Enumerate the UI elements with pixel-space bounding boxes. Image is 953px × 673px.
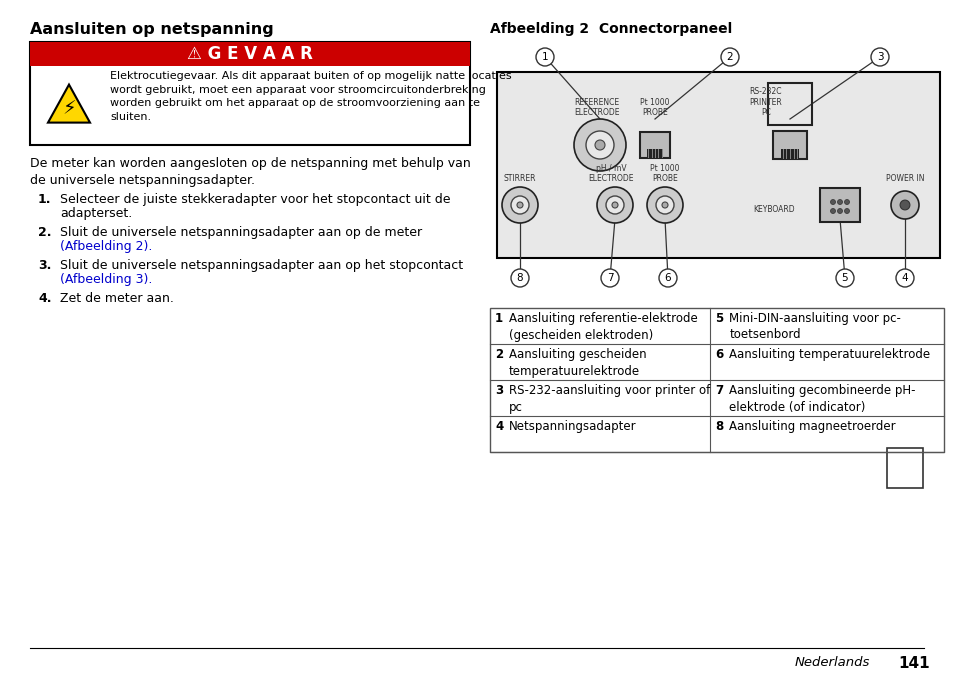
Circle shape: [659, 269, 677, 287]
Text: 1.: 1.: [38, 193, 51, 206]
Circle shape: [511, 196, 529, 214]
Text: Zet de meter aan.: Zet de meter aan.: [60, 292, 173, 305]
Text: 2: 2: [726, 52, 733, 62]
Circle shape: [517, 202, 522, 208]
Text: 4.: 4.: [38, 292, 51, 305]
Circle shape: [830, 199, 835, 205]
Bar: [30, 42, 470, 66]
Text: Netspanningsadapter: Netspanningsadapter: [509, 420, 636, 433]
Bar: [30, 42, 470, 145]
Circle shape: [843, 209, 848, 213]
Text: 5: 5: [715, 312, 722, 325]
Circle shape: [837, 209, 841, 213]
Circle shape: [585, 131, 614, 159]
Text: Sluit de universele netspanningsadapter aan op het stopcontact: Sluit de universele netspanningsadapter …: [60, 259, 462, 272]
Circle shape: [600, 269, 618, 287]
Text: Pt 1000
PROBE: Pt 1000 PROBE: [639, 98, 669, 117]
Text: 3: 3: [495, 384, 502, 397]
Text: 1: 1: [541, 52, 548, 62]
Bar: [767, 83, 811, 125]
Text: 3: 3: [876, 52, 882, 62]
Bar: [497, 72, 939, 258]
Bar: [886, 448, 923, 488]
Bar: [490, 308, 943, 452]
Text: Selecteer de juiste stekkeradapter voor het stopcontact uit de: Selecteer de juiste stekkeradapter voor …: [60, 193, 450, 206]
Bar: [646, 149, 662, 158]
Circle shape: [612, 202, 618, 208]
Circle shape: [656, 196, 673, 214]
Circle shape: [870, 48, 888, 66]
Circle shape: [536, 48, 554, 66]
Text: 7: 7: [715, 384, 722, 397]
Circle shape: [900, 200, 909, 210]
Text: Mini-DIN-aansluiting voor pc-
toetsenbord: Mini-DIN-aansluiting voor pc- toetsenbor…: [728, 312, 901, 341]
Text: Aansluiting temperatuurelektrode: Aansluiting temperatuurelektrode: [728, 348, 929, 361]
Text: 8: 8: [517, 273, 523, 283]
Circle shape: [835, 269, 853, 287]
Circle shape: [501, 187, 537, 223]
Text: REFERENCE
ELECTRODE: REFERENCE ELECTRODE: [574, 98, 619, 117]
Circle shape: [830, 209, 835, 213]
Text: adapterset.: adapterset.: [60, 207, 132, 220]
Circle shape: [646, 187, 682, 223]
Bar: [639, 132, 669, 158]
Text: Aansluiting gescheiden
temperatuurelektrode: Aansluiting gescheiden temperatuurelektr…: [509, 348, 646, 378]
Circle shape: [843, 199, 848, 205]
Polygon shape: [48, 85, 90, 122]
Text: Elektrocutiegevaar. Als dit apparaat buiten of op mogelijk natte locaties
wordt : Elektrocutiegevaar. Als dit apparaat bui…: [110, 71, 511, 122]
Text: RS-232-aansluiting voor printer of
pc: RS-232-aansluiting voor printer of pc: [509, 384, 709, 413]
Text: 4: 4: [901, 273, 907, 283]
Text: STIRRER: STIRRER: [503, 174, 536, 183]
Text: 1: 1: [495, 312, 502, 325]
Text: pH / mV
ELECTRODE: pH / mV ELECTRODE: [588, 164, 633, 183]
Text: 6: 6: [664, 273, 671, 283]
Circle shape: [605, 196, 623, 214]
Circle shape: [595, 140, 604, 150]
Text: 6: 6: [715, 348, 722, 361]
Text: ⚡: ⚡: [62, 99, 76, 118]
Text: ⚠ G E V A A R: ⚠ G E V A A R: [187, 45, 313, 63]
Bar: [780, 149, 799, 159]
Text: Aansluiting referentie-elektrode
(gescheiden elektroden): Aansluiting referentie-elektrode (gesche…: [509, 312, 697, 341]
Text: Aansluiting magneetroerder: Aansluiting magneetroerder: [728, 420, 895, 433]
Text: Aansluiting gecombineerde pH-
elektrode (of indicator): Aansluiting gecombineerde pH- elektrode …: [728, 384, 915, 413]
Circle shape: [574, 119, 625, 171]
Text: (Afbeelding 3).: (Afbeelding 3).: [60, 273, 152, 286]
Circle shape: [511, 269, 529, 287]
Text: Afbeelding 2  Connectorpaneel: Afbeelding 2 Connectorpaneel: [490, 22, 732, 36]
Circle shape: [837, 199, 841, 205]
Circle shape: [661, 202, 667, 208]
Text: 4: 4: [495, 420, 503, 433]
Circle shape: [895, 269, 913, 287]
Text: POWER IN: POWER IN: [884, 174, 923, 183]
Text: 3.: 3.: [38, 259, 51, 272]
Text: Aansluiten op netspanning: Aansluiten op netspanning: [30, 22, 274, 37]
Text: 5: 5: [841, 273, 847, 283]
Text: (Afbeelding 2).: (Afbeelding 2).: [60, 240, 152, 253]
Text: 2: 2: [495, 348, 502, 361]
Text: Nederlands: Nederlands: [794, 656, 869, 669]
Text: De meter kan worden aangesloten op de netspanning met behulp van
de universele n: De meter kan worden aangesloten op de ne…: [30, 157, 470, 187]
Text: 8: 8: [715, 420, 722, 433]
Circle shape: [890, 191, 918, 219]
Text: Sluit de universele netspanningsadapter aan op de meter: Sluit de universele netspanningsadapter …: [60, 226, 421, 239]
Text: 2.: 2.: [38, 226, 51, 239]
Text: 141: 141: [898, 656, 929, 671]
Text: RS-232C
PRINTER
PC: RS-232C PRINTER PC: [749, 87, 781, 117]
Circle shape: [720, 48, 739, 66]
Text: KEYBOARD: KEYBOARD: [753, 205, 794, 215]
Text: Pt 1000
PROBE: Pt 1000 PROBE: [650, 164, 679, 183]
Circle shape: [597, 187, 633, 223]
Text: 7: 7: [606, 273, 613, 283]
Bar: [772, 131, 806, 159]
Bar: [820, 188, 859, 222]
